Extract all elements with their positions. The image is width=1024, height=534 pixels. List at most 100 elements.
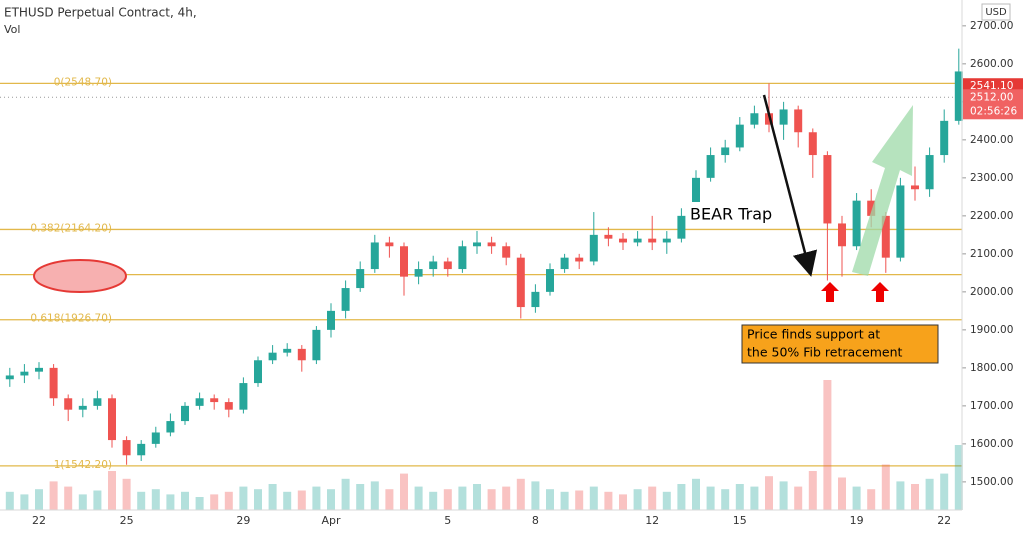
volume-bar (49, 481, 58, 510)
x-tick-label: 5 (444, 514, 451, 527)
volume-bar (940, 473, 949, 510)
y-tick-label: 1600.00 (970, 438, 1013, 450)
volume-bar (64, 486, 73, 510)
volume-bar (93, 490, 102, 510)
volume-bar (224, 491, 233, 510)
candle-body (414, 269, 423, 277)
support-label: Price finds support at (747, 327, 880, 342)
volume-bar (604, 491, 613, 510)
candle-body (502, 246, 511, 258)
y-tick-label: 2200.00 (970, 210, 1013, 222)
volume-bar (560, 491, 569, 510)
candle-body (575, 257, 584, 262)
chart-title: ETHUSD Perpetual Contract, 4h, (4, 6, 197, 20)
price-label: 2541.10 (970, 80, 1013, 92)
candle-body (867, 200, 876, 216)
volume-bar (954, 445, 963, 510)
x-tick-label: 12 (645, 514, 659, 527)
candle-body (779, 109, 788, 125)
x-tick-label: 19 (850, 514, 864, 527)
candle-body (5, 375, 14, 380)
x-tick-label: Apr (321, 514, 341, 527)
volume-bar (210, 494, 219, 510)
y-tick-label: 1800.00 (970, 362, 1013, 374)
volume-bar (35, 489, 43, 510)
candle-body (881, 215, 890, 258)
candle-body (356, 269, 365, 289)
support-box (741, 324, 939, 364)
candle-body (239, 383, 248, 410)
candle-body (108, 398, 116, 441)
y-tick-label: 1700.00 (970, 400, 1013, 412)
volume-bar (473, 484, 481, 510)
volume-bar (166, 494, 175, 510)
x-tick-label: 15 (733, 514, 747, 527)
volume-bar (575, 490, 584, 510)
y-tick-label: 1900.00 (970, 324, 1013, 336)
candle-body (604, 234, 613, 239)
volume-bar (692, 478, 700, 510)
candle-body (385, 242, 394, 247)
candle-body (210, 398, 219, 403)
candle-body (648, 238, 657, 243)
volume-bar (633, 489, 642, 510)
volume-bar (619, 494, 627, 510)
candle-body (750, 113, 759, 125)
candle-body (735, 124, 744, 148)
price-label: 2512.00 (970, 91, 1013, 103)
volume-bar (370, 481, 379, 510)
volume-bar (925, 478, 934, 510)
fib-label: 0.618(1926.70) (30, 313, 112, 325)
candle-body (254, 360, 262, 384)
candle-body (925, 155, 934, 190)
candle-body (297, 348, 306, 361)
volume-bar (327, 489, 335, 510)
volume-bar (867, 489, 876, 510)
volume-bar (108, 471, 116, 510)
volume-bar (268, 484, 277, 510)
candle-body (911, 185, 919, 190)
volume-bar (312, 486, 321, 510)
volume-bar (911, 484, 919, 510)
support-label: the 50% Fib retracement (747, 345, 903, 360)
y-tick-label: 2000.00 (970, 286, 1013, 298)
volume-bar (414, 486, 423, 510)
green-arrow (852, 105, 913, 276)
volume-bar (838, 477, 846, 510)
volume-bar (20, 494, 29, 510)
volume-bar (808, 471, 817, 510)
fib-label: 0(2548.70) (54, 76, 112, 88)
y-tick-label: 1500.00 (970, 476, 1013, 488)
candle-body (181, 405, 189, 422)
volume-bar (546, 489, 554, 510)
candle-body (531, 291, 540, 308)
volume-bar (531, 481, 540, 510)
y-tick-label: 2300.00 (970, 172, 1013, 184)
candle-body (327, 310, 335, 330)
volume-bar (502, 486, 511, 510)
candle-body (706, 155, 715, 178)
candle-body (49, 367, 58, 399)
candle-body (224, 402, 233, 410)
volume-bar (195, 497, 204, 510)
candle-body (662, 238, 671, 243)
volume-bar (78, 494, 87, 510)
candle-body (560, 257, 569, 270)
volume-bar (896, 481, 905, 510)
candle-body (64, 398, 73, 410)
volume-bar (852, 486, 861, 510)
candle-body (370, 242, 379, 270)
volume-label: Vol (4, 23, 20, 36)
candle-body (589, 234, 598, 262)
y-tick-label: 2100.00 (970, 248, 1013, 260)
candle-body (78, 405, 87, 410)
candle-body (283, 348, 292, 353)
volume-bar (881, 464, 890, 510)
volume-bar (297, 490, 306, 510)
label-bg (688, 202, 788, 228)
candle-body (794, 109, 803, 133)
candle-body (341, 288, 350, 311)
candle-body (808, 132, 817, 156)
volume-bar (706, 486, 715, 510)
volume-bar (823, 380, 832, 510)
